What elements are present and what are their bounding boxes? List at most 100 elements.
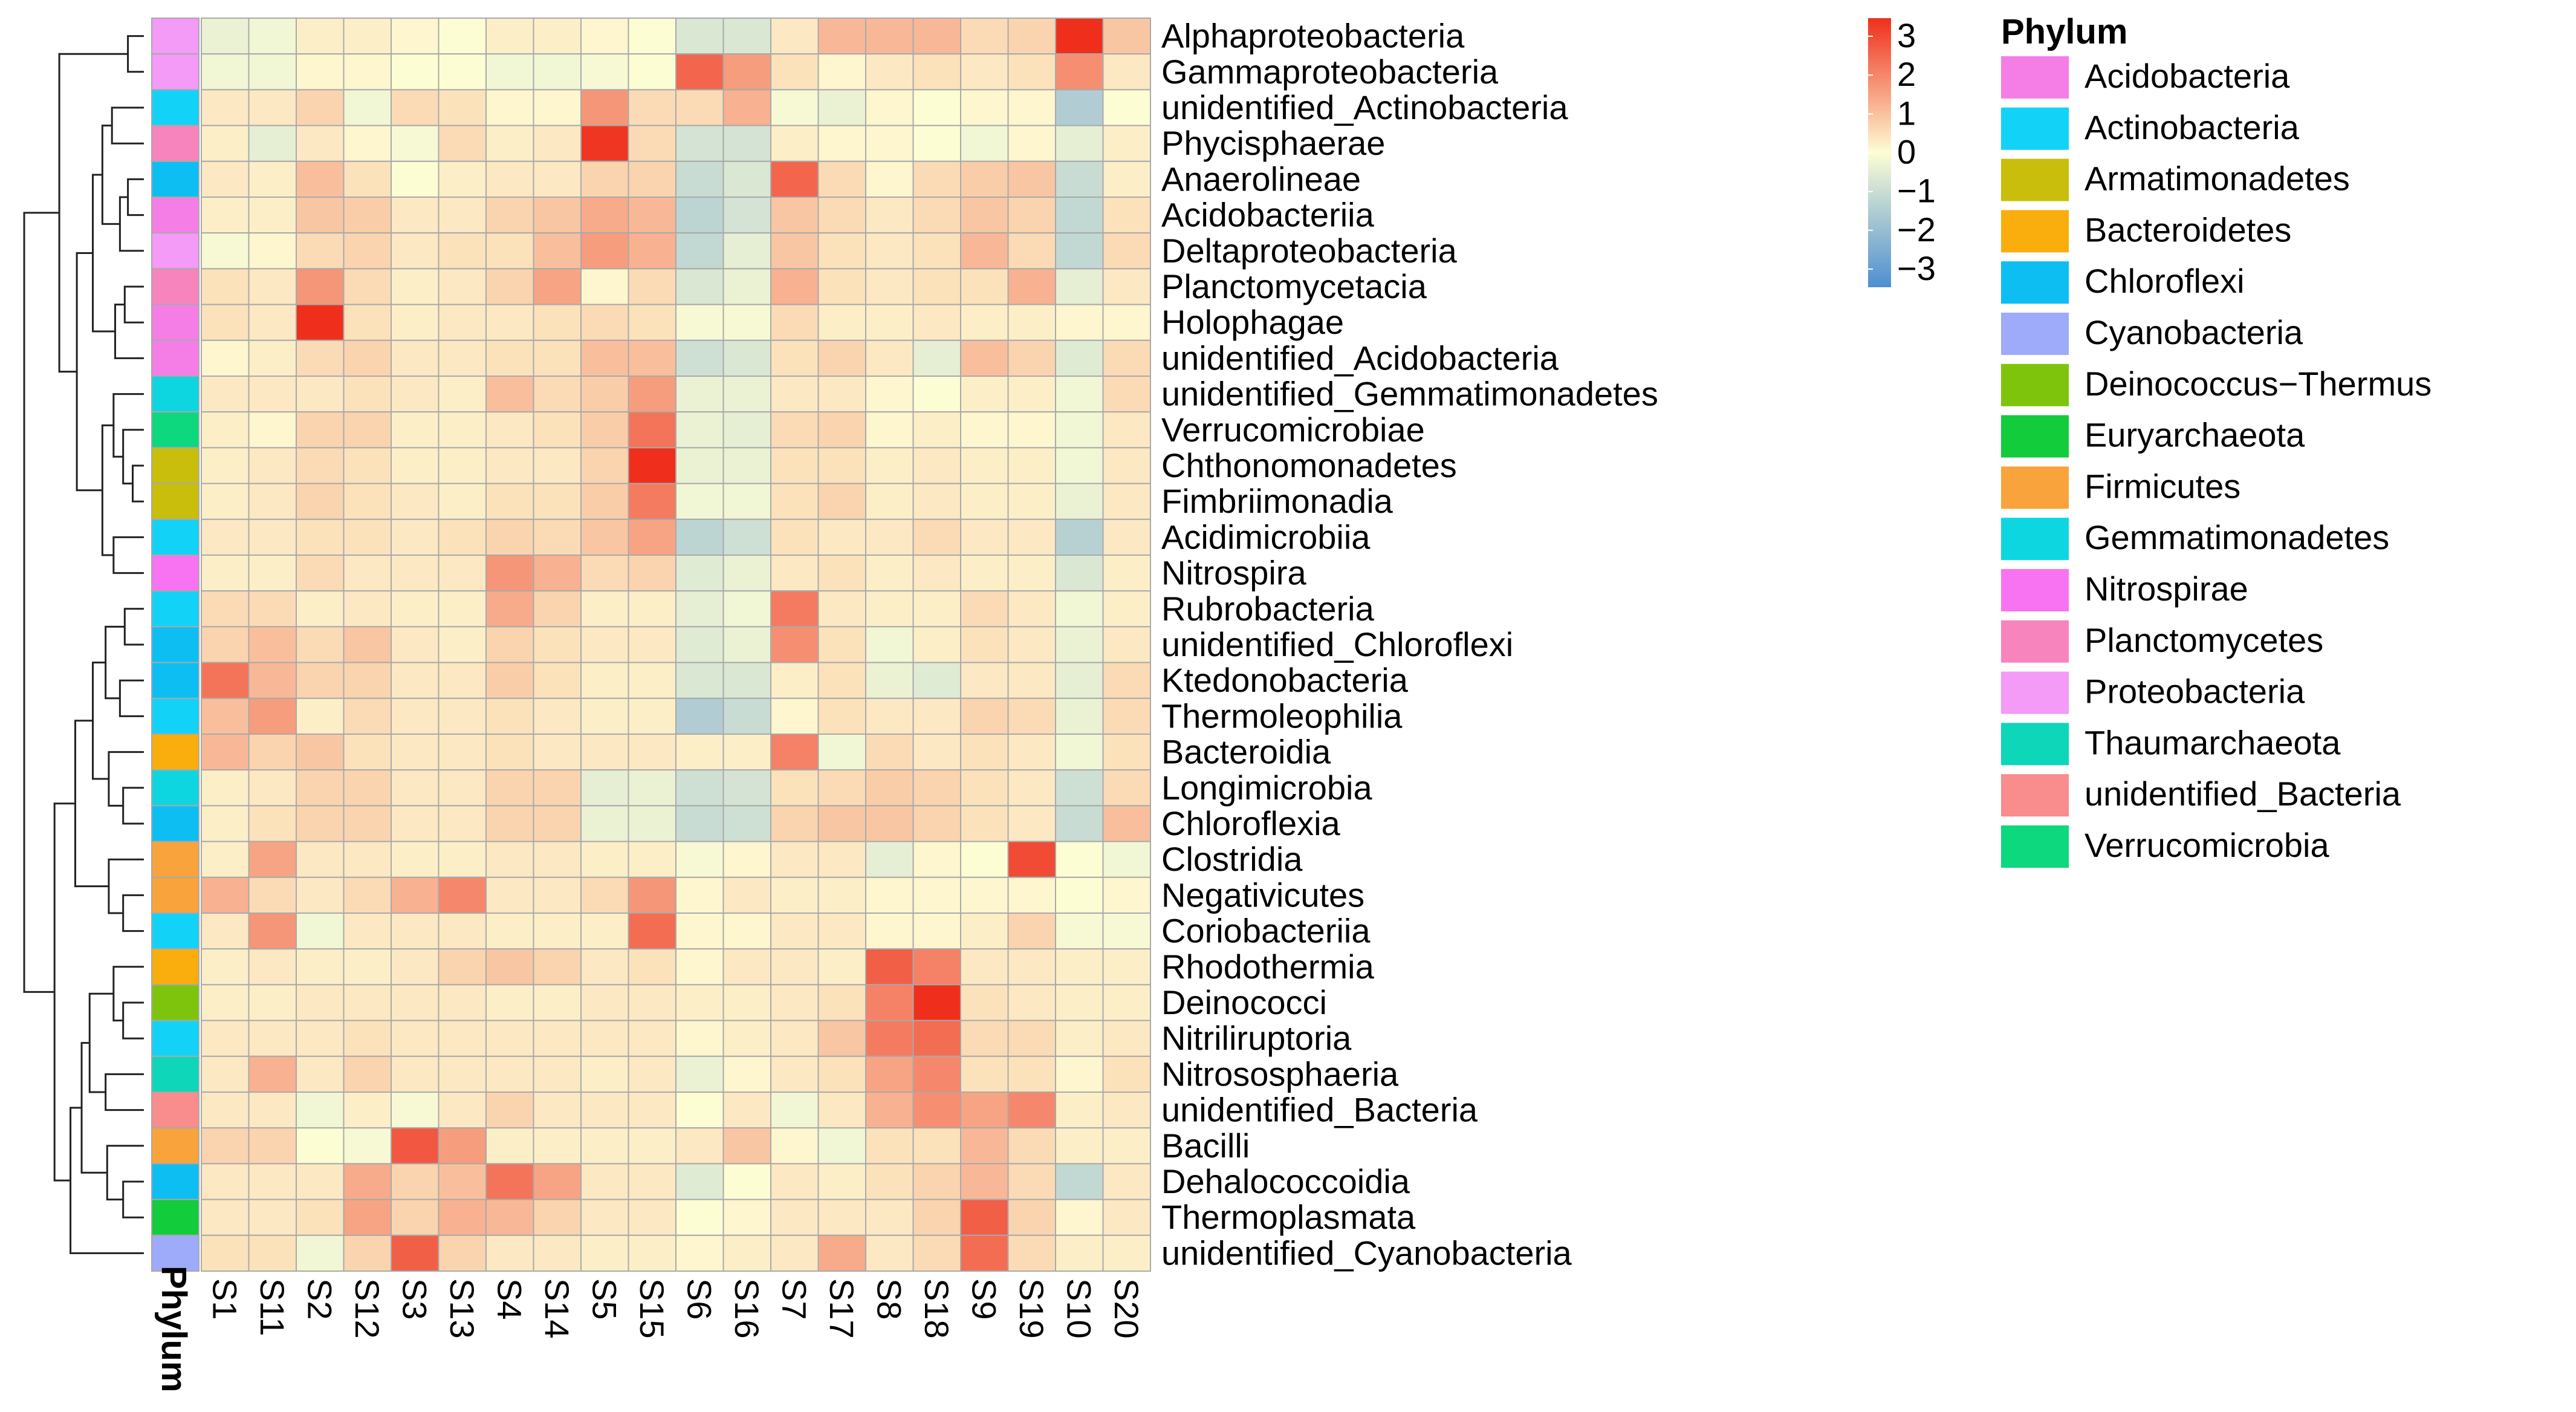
heatmap-cell — [248, 125, 297, 162]
heatmap-cell — [912, 447, 961, 484]
heatmap-cell — [391, 1163, 440, 1200]
heatmap-cell — [770, 1127, 819, 1165]
heatmap-cell — [438, 769, 487, 807]
heatmap-cell — [580, 268, 629, 305]
heatmap-cell — [722, 769, 771, 807]
heatmap-cell — [722, 89, 771, 126]
heatmap-cell — [248, 339, 297, 377]
heatmap-cell — [912, 411, 961, 449]
heatmap-cell — [817, 1092, 866, 1129]
annotation-cell — [151, 1127, 200, 1165]
heatmap-cell — [248, 1020, 297, 1057]
heatmap-cell — [960, 89, 1009, 126]
heatmap-cell — [1102, 268, 1151, 305]
legend-swatch — [2001, 363, 2069, 406]
heatmap-cell — [296, 376, 345, 413]
heatmap-cell — [391, 841, 440, 878]
heatmap-cell — [1007, 89, 1056, 126]
heatmap-cell — [201, 376, 250, 413]
heatmap-cell — [675, 734, 724, 771]
heatmap-cell — [722, 447, 771, 484]
heatmap-cell — [248, 483, 297, 520]
row-label: Rhodothermia — [1161, 948, 1375, 986]
heatmap-cell — [248, 268, 297, 305]
heatmap-cell — [960, 984, 1009, 1021]
heatmap-cell — [438, 376, 487, 413]
row-label: Clostridia — [1161, 840, 1303, 878]
heatmap-cell — [675, 411, 724, 449]
heatmap-cell — [485, 841, 534, 878]
heatmap-cell — [343, 555, 392, 592]
heatmap-cell — [675, 268, 724, 305]
heatmap-cell — [533, 232, 582, 270]
heatmap-cell — [1102, 1092, 1151, 1129]
heatmap-cell — [675, 1163, 724, 1200]
heatmap-cell — [675, 876, 724, 914]
column-label: S15 — [633, 1278, 671, 1339]
heatmap-cell — [391, 376, 440, 413]
heatmap-cells — [201, 18, 1151, 1272]
heatmap-cell — [343, 626, 392, 663]
heatmap-cell — [343, 1020, 392, 1057]
heatmap-cell — [722, 697, 771, 735]
heatmap-cell — [865, 197, 914, 234]
heatmap-cell — [770, 662, 819, 699]
color-scale-tick-label: 0 — [1897, 133, 1916, 171]
heatmap-cell — [1055, 590, 1104, 628]
heatmap-cell — [1055, 984, 1104, 1021]
heatmap-cell — [201, 304, 250, 341]
heatmap-cell — [865, 53, 914, 91]
heatmap-cell — [912, 160, 961, 198]
legend-swatch — [2001, 774, 2069, 817]
heatmap-cell — [675, 339, 724, 377]
heatmap-cell — [248, 53, 297, 91]
heatmap-cell — [1007, 984, 1056, 1021]
heatmap-cell — [1055, 948, 1104, 986]
heatmap-cell — [912, 89, 961, 126]
heatmap-cell — [485, 53, 534, 91]
heatmap-cell — [865, 411, 914, 449]
annotation-cell — [151, 1234, 200, 1272]
heatmap-cell — [1007, 304, 1056, 341]
heatmap-cell — [580, 1127, 629, 1165]
heatmap-cell — [865, 268, 914, 305]
heatmap-cell — [580, 18, 629, 55]
heatmap-cell — [296, 232, 345, 270]
heatmap-cell — [912, 984, 961, 1021]
heatmap-cell — [201, 841, 250, 878]
heatmap-cell — [770, 160, 819, 198]
heatmap-cell — [438, 304, 487, 341]
heatmap-cell — [628, 1199, 676, 1236]
heatmap-cell — [343, 697, 392, 735]
heatmap-cell — [628, 197, 676, 234]
heatmap-cell — [533, 304, 582, 341]
heatmap-cell — [296, 590, 345, 628]
heatmap-cell — [391, 447, 440, 484]
heatmap-cell — [343, 518, 392, 556]
heatmap-cell — [343, 53, 392, 91]
heatmap-cell — [438, 125, 487, 162]
heatmap-cell — [1055, 841, 1104, 878]
heatmap-cell — [391, 913, 440, 950]
heatmap-cell — [533, 518, 582, 556]
heatmap-cell — [438, 948, 487, 986]
heatmap-cell — [960, 1020, 1009, 1057]
heatmap-cell — [628, 1020, 676, 1057]
heatmap-cell — [865, 697, 914, 735]
heatmap-cell — [533, 411, 582, 449]
heatmap-cell — [533, 89, 582, 126]
heatmap-cell — [296, 662, 345, 699]
heatmap-cell — [248, 160, 297, 198]
heatmap-cell — [960, 1199, 1009, 1236]
annotation-cell — [151, 1092, 200, 1129]
heatmap-cell — [675, 18, 724, 55]
heatmap-cell — [438, 1127, 487, 1165]
heatmap-cell — [485, 1163, 534, 1200]
heatmap-cell — [912, 1234, 961, 1272]
heatmap-cell — [722, 876, 771, 914]
heatmap-cell — [438, 805, 487, 842]
heatmap-cell — [201, 232, 250, 270]
heatmap-cell — [438, 697, 487, 735]
heatmap-cell — [343, 160, 392, 198]
heatmap-cell — [1055, 518, 1104, 556]
